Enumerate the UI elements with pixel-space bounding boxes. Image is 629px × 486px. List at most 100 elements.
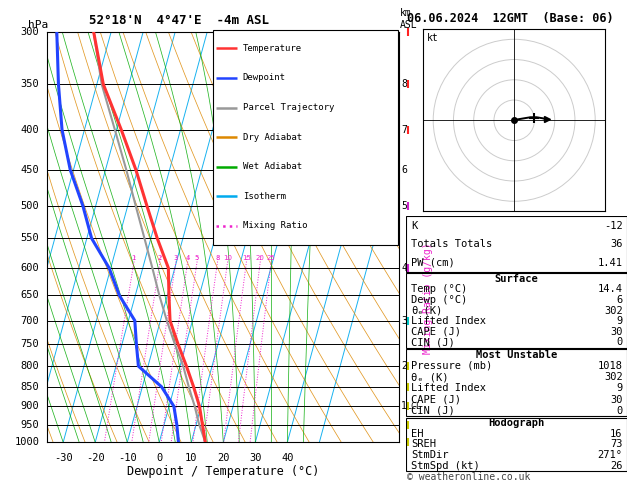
Text: km
ASL: km ASL <box>399 8 417 30</box>
Text: LCL: LCL <box>406 402 421 411</box>
Text: StmSpd (kt): StmSpd (kt) <box>411 461 480 471</box>
Text: θₑ(K): θₑ(K) <box>411 306 442 315</box>
Text: -30: -30 <box>54 452 72 463</box>
Text: 10: 10 <box>223 255 232 261</box>
Text: 600: 600 <box>21 263 40 273</box>
Text: 271°: 271° <box>598 450 623 460</box>
Text: PW (cm): PW (cm) <box>411 258 455 268</box>
Text: 3: 3 <box>174 255 178 261</box>
Text: Lifted Index: Lifted Index <box>411 316 486 326</box>
Text: 5: 5 <box>195 255 199 261</box>
Bar <box>406 349 627 417</box>
Text: 500: 500 <box>21 201 40 211</box>
Text: 9: 9 <box>616 316 623 326</box>
Text: 8: 8 <box>401 79 407 89</box>
Text: 15: 15 <box>242 255 251 261</box>
Text: Dewp (°C): Dewp (°C) <box>411 295 467 305</box>
Text: Mixing Ratio (g/kg): Mixing Ratio (g/kg) <box>423 243 433 354</box>
Text: 800: 800 <box>21 361 40 371</box>
Text: StmDir: StmDir <box>411 450 448 460</box>
Text: Pressure (mb): Pressure (mb) <box>411 361 493 371</box>
Text: 4: 4 <box>186 255 190 261</box>
Text: 36: 36 <box>610 239 623 249</box>
Text: 30: 30 <box>610 395 623 404</box>
Text: Surface: Surface <box>494 274 538 284</box>
Text: 10: 10 <box>185 452 198 463</box>
Text: 0: 0 <box>616 337 623 347</box>
Text: 7: 7 <box>401 125 407 135</box>
Text: Isotherm: Isotherm <box>243 192 286 201</box>
Text: CAPE (J): CAPE (J) <box>411 327 461 337</box>
Text: 30: 30 <box>249 452 262 463</box>
Text: 0: 0 <box>156 452 162 463</box>
Text: SREH: SREH <box>411 439 437 450</box>
Text: 450: 450 <box>21 165 40 175</box>
Text: 26: 26 <box>610 461 623 471</box>
Text: EH: EH <box>411 429 424 439</box>
Text: θₑ (K): θₑ (K) <box>411 372 448 382</box>
Text: Hodograph: Hodograph <box>488 418 545 428</box>
Text: 1.41: 1.41 <box>598 258 623 268</box>
Text: 400: 400 <box>21 125 40 135</box>
FancyBboxPatch shape <box>213 30 398 245</box>
Text: 16: 16 <box>610 429 623 439</box>
Text: 1: 1 <box>131 255 136 261</box>
Text: Dewpoint: Dewpoint <box>243 73 286 83</box>
Text: 950: 950 <box>21 420 40 430</box>
Text: 750: 750 <box>21 339 40 349</box>
Text: Dewpoint / Temperature (°C): Dewpoint / Temperature (°C) <box>127 465 320 478</box>
Text: 20: 20 <box>217 452 230 463</box>
Text: 1000: 1000 <box>14 437 40 447</box>
Text: Lifted Index: Lifted Index <box>411 383 486 393</box>
Text: 1: 1 <box>401 401 407 411</box>
Text: 2: 2 <box>158 255 162 261</box>
Text: 73: 73 <box>610 439 623 450</box>
Text: Temp (°C): Temp (°C) <box>411 284 467 295</box>
Text: Most Unstable: Most Unstable <box>476 349 557 360</box>
Text: 40: 40 <box>281 452 294 463</box>
Text: 4: 4 <box>401 263 407 273</box>
Text: 302: 302 <box>604 306 623 315</box>
Text: -20: -20 <box>86 452 104 463</box>
Text: Wet Adiabat: Wet Adiabat <box>243 162 302 171</box>
Text: 3: 3 <box>401 315 407 326</box>
Text: Parcel Trajectory: Parcel Trajectory <box>243 103 334 112</box>
Text: 850: 850 <box>21 382 40 392</box>
Text: 6: 6 <box>616 295 623 305</box>
Text: Dry Adiabat: Dry Adiabat <box>243 133 302 141</box>
Text: Temperature: Temperature <box>243 44 302 53</box>
Text: 25: 25 <box>267 255 276 261</box>
Text: 0: 0 <box>616 406 623 416</box>
Text: 30: 30 <box>610 327 623 337</box>
Text: 14.4: 14.4 <box>598 284 623 295</box>
Text: 302: 302 <box>604 372 623 382</box>
Text: K: K <box>411 221 418 230</box>
Text: © weatheronline.co.uk: © weatheronline.co.uk <box>407 472 530 482</box>
Text: 06.06.2024  12GMT  (Base: 06): 06.06.2024 12GMT (Base: 06) <box>407 12 613 25</box>
Text: 900: 900 <box>21 401 40 411</box>
Text: 2: 2 <box>401 361 407 371</box>
Text: hPa: hPa <box>28 19 48 30</box>
Text: 700: 700 <box>21 315 40 326</box>
Text: -12: -12 <box>604 221 623 230</box>
Text: Totals Totals: Totals Totals <box>411 239 493 249</box>
Text: 52°18'N  4°47'E  -4m ASL: 52°18'N 4°47'E -4m ASL <box>89 15 269 28</box>
Text: 5: 5 <box>401 201 407 211</box>
Text: CIN (J): CIN (J) <box>411 337 455 347</box>
Text: 550: 550 <box>21 233 40 243</box>
Text: -10: -10 <box>118 452 136 463</box>
Bar <box>406 274 627 347</box>
Text: 650: 650 <box>21 290 40 300</box>
Bar <box>406 418 627 471</box>
Text: kt: kt <box>427 34 439 43</box>
Text: 350: 350 <box>21 79 40 89</box>
Text: Mixing Ratio: Mixing Ratio <box>243 221 307 230</box>
Text: 8: 8 <box>215 255 220 261</box>
Text: 6: 6 <box>401 165 407 175</box>
Text: CIN (J): CIN (J) <box>411 406 455 416</box>
Text: 20: 20 <box>256 255 265 261</box>
Bar <box>406 216 627 272</box>
Text: 300: 300 <box>21 27 40 36</box>
Text: CAPE (J): CAPE (J) <box>411 395 461 404</box>
Text: 1018: 1018 <box>598 361 623 371</box>
